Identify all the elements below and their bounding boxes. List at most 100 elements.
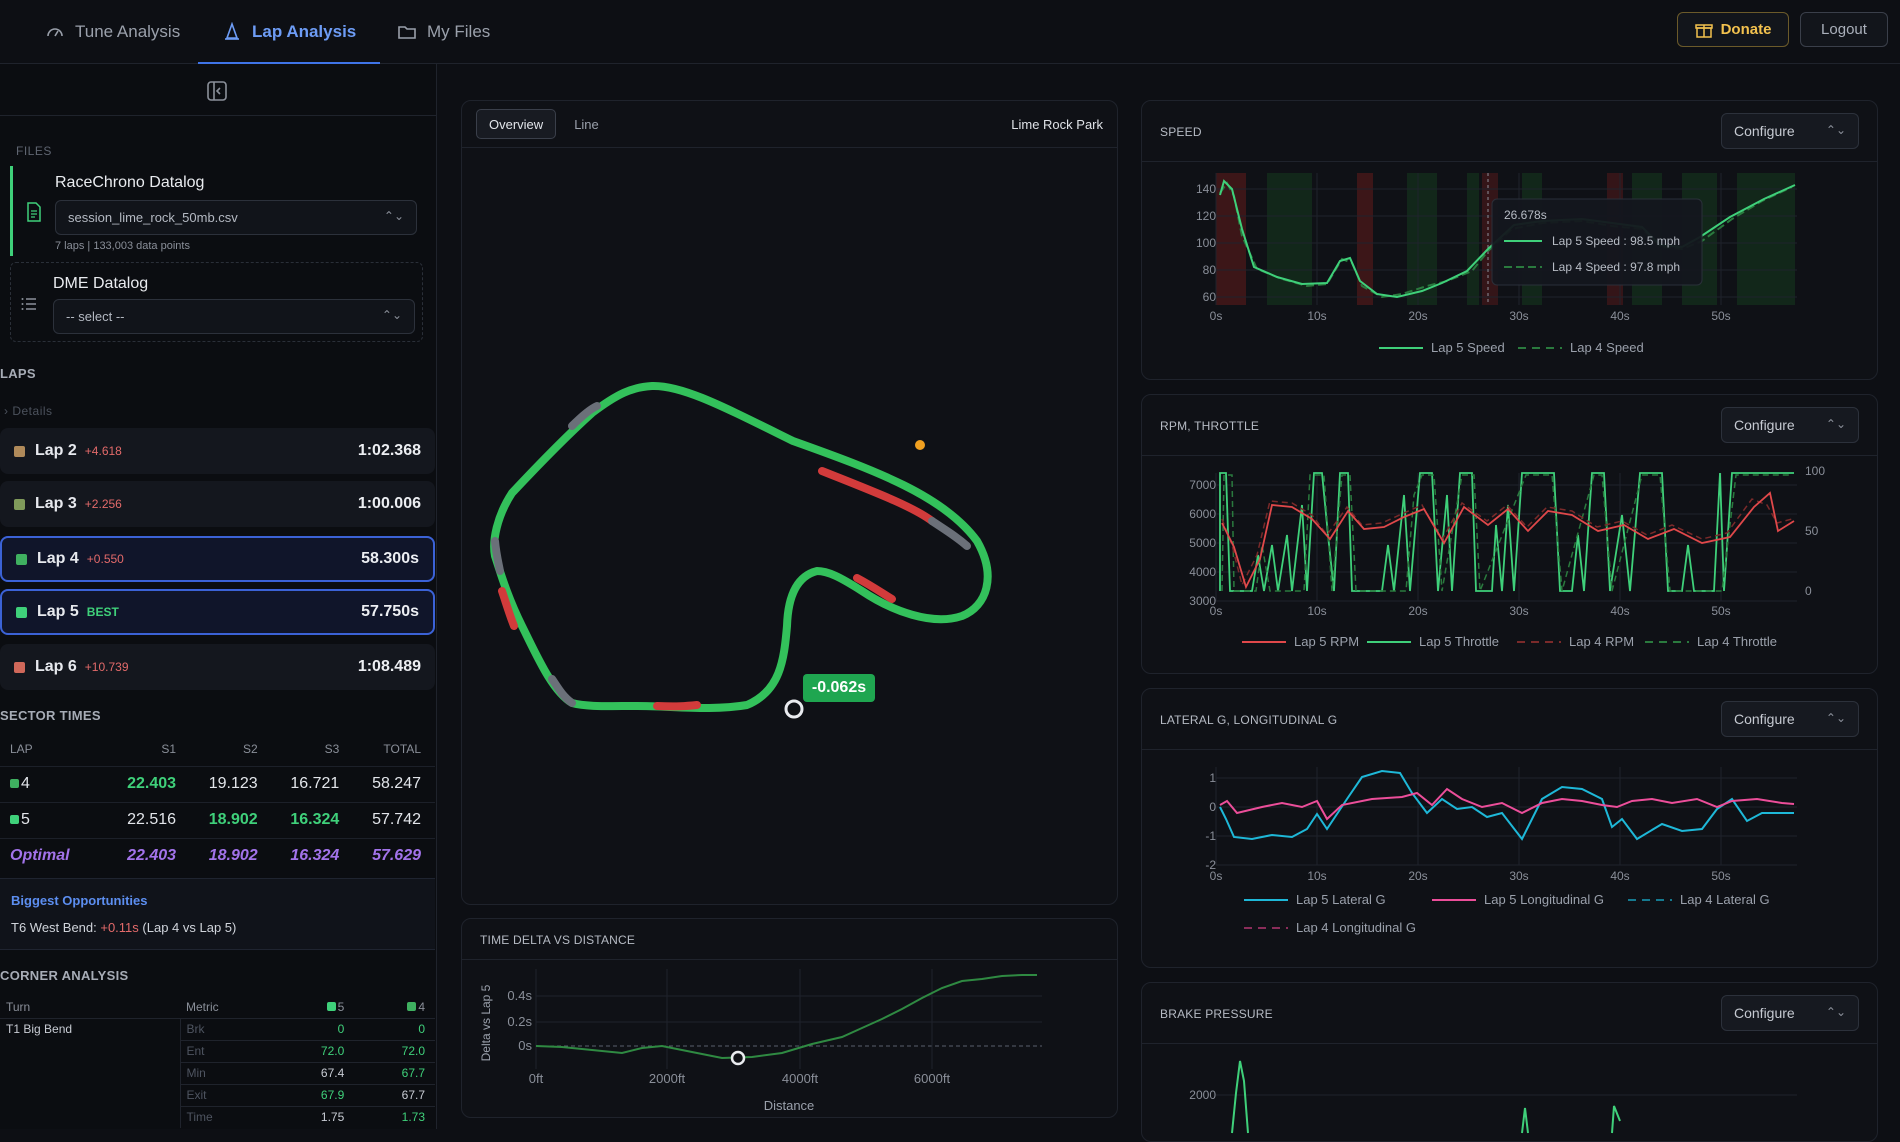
racechrono-file-select[interactable]: session_lime_rock_50mb.csv ⌃⌄ — [55, 200, 417, 235]
speed-configure-select[interactable]: Configure ⌃⌄ — [1721, 113, 1859, 149]
table-row: Time 1.75 1.73 — [0, 1105, 435, 1128]
time-delta-panel: TIME DELTA VS DISTANCE Delta vs Lap 5 0.… — [461, 918, 1118, 1118]
rpm-throttle-chart[interactable]: 7000 6000 5000 4000 3000 100 50 0 0s 10s… — [1142, 395, 1877, 673]
lap-row-5[interactable]: Lap 5 BEST 57.750s — [0, 589, 435, 635]
lap-row-2[interactable]: Lap 2 +4.618 1:02.368 — [0, 428, 435, 474]
y-tick: 1 — [1209, 771, 1216, 785]
files-label: FILES — [16, 144, 52, 158]
panel-title: RPM, THROTTLE — [1160, 419, 1260, 433]
tab-tune-analysis[interactable]: Tune Analysis — [45, 0, 180, 64]
legend-entry: Lap 4 Longitudinal G — [1296, 920, 1416, 935]
x-tick: 6000ft — [914, 1071, 951, 1086]
x-tick: 50s — [1711, 869, 1730, 883]
lap-name: Lap 3 — [35, 495, 77, 512]
delta-chart[interactable]: Delta vs Lap 5 0.4s 0.2s 0s 0ft 2000ft 4… — [462, 919, 1117, 1117]
lap-time: 58.300s — [361, 550, 419, 567]
cell-metric: Time — [179, 1105, 274, 1128]
track-slow-sector — [818, 467, 936, 525]
y-tick: 7000 — [1189, 478, 1216, 492]
track-slow-sector — [653, 701, 701, 711]
lap-row-3[interactable]: Lap 3 +2.256 1:00.006 — [0, 481, 435, 527]
tab-line[interactable]: Line — [574, 116, 599, 132]
chevron-updown-icon: ⌃⌄ — [1825, 123, 1846, 137]
tab-overview[interactable]: Overview — [476, 109, 557, 139]
brake-pressure-chart[interactable]: 2000 — [1142, 983, 1877, 1141]
lap-row-6[interactable]: Lap 6 +10.739 1:08.489 — [0, 644, 435, 690]
selected-file: session_lime_rock_50mb.csv — [68, 210, 238, 225]
chevron-updown-icon: ⌃⌄ — [381, 308, 402, 322]
x-tick: 0s — [1210, 869, 1223, 883]
lap-name: Lap 5 — [37, 603, 79, 620]
tab-my-files[interactable]: My Files — [397, 0, 490, 64]
panel-title: TIME DELTA VS DISTANCE — [480, 933, 636, 947]
track-map-panel: Overview Line Lime Rock Park -0.062s — [461, 100, 1118, 905]
cell-s3: 16.721 — [271, 765, 354, 802]
track-line — [490, 381, 992, 712]
lap-row-4[interactable]: Lap 4 +0.550 58.300s — [0, 536, 435, 582]
cell-metric: Brk — [179, 1017, 274, 1040]
brake-configure-select[interactable]: Configure ⌃⌄ — [1721, 995, 1859, 1031]
top-nav-bar: Tune Analysis Lap Analysis My Files Dona… — [0, 0, 1900, 65]
chevron-updown-icon: ⌃⌄ — [1825, 1005, 1846, 1019]
legend-entry: Lap 5 Speed — [1431, 340, 1505, 355]
lap-color-swatch — [326, 1001, 336, 1011]
chevron-updown-icon: ⌃⌄ — [383, 209, 404, 223]
y-tick: 100 — [1196, 236, 1216, 250]
tooltip-lap5: Lap 5 Speed : 98.5 mph — [1552, 234, 1680, 248]
table-row: Exit 67.9 67.7 — [0, 1083, 435, 1106]
racechrono-card: RaceChrono Datalog session_lime_rock_50m… — [10, 166, 423, 256]
cell-s3: 16.324 — [271, 837, 354, 874]
table-row: Ent 72.0 72.0 — [0, 1039, 435, 1062]
details-toggle[interactable]: › Details — [4, 404, 53, 418]
dme-select[interactable]: -- select -- ⌃⌄ — [53, 299, 415, 334]
speed-chart[interactable]: 140 120 100 80 60 0s 10s 20s 30s 40s 50s… — [1142, 101, 1877, 379]
file-icon — [27, 202, 41, 222]
gauge-icon — [47, 28, 63, 37]
opportunity-compare: (Lap 4 vs Lap 5) — [138, 920, 237, 935]
table-row: T1 Big Bend Brk 0 0 — [0, 1017, 435, 1040]
g-configure-select[interactable]: Configure ⌃⌄ — [1721, 701, 1859, 737]
cell-a: 0 — [273, 1017, 355, 1040]
cell-s3: 16.324 — [271, 801, 354, 838]
g-force-chart[interactable]: 1 0 -1 -2 0s 10s 20s 30s 40s 50s Lap 5 L… — [1142, 689, 1877, 967]
x-tick: 40s — [1610, 869, 1629, 883]
table-row: 4 22.403 19.123 16.721 58.247 — [0, 765, 435, 802]
track-name: Lime Rock Park — [1011, 117, 1103, 132]
x-tick: 30s — [1509, 604, 1528, 618]
y-tick: 5000 — [1189, 536, 1216, 550]
panel-title: LATERAL G, LONGITUDINAL G — [1160, 713, 1338, 727]
legend-entry: Lap 5 Longitudinal G — [1484, 892, 1604, 907]
panel-title: BRAKE PRESSURE — [1160, 1007, 1273, 1021]
lap4-throttle-line — [1221, 474, 1792, 592]
dme-card: DME Datalog -- select -- ⌃⌄ — [10, 262, 423, 342]
collapse-sidebar-icon[interactable] — [206, 80, 228, 102]
rpm-configure-select[interactable]: Configure ⌃⌄ — [1721, 407, 1859, 443]
lap5-longitudinal-g-line — [1219, 787, 1795, 821]
track-slow-sector — [498, 587, 518, 630]
logout-button[interactable]: Logout — [1800, 12, 1888, 47]
legend-entry: Lap 5 Lateral G — [1296, 892, 1386, 907]
x-tick: 50s — [1711, 604, 1730, 618]
y2-tick: 0 — [1805, 584, 1812, 598]
donate-label: Donate — [1720, 21, 1772, 38]
track-map[interactable] — [462, 101, 1117, 904]
lap-color-swatch — [14, 661, 25, 673]
col-turn: Turn — [6, 999, 31, 1014]
donate-button[interactable]: Donate — [1677, 12, 1789, 47]
y-tick: 4000 — [1189, 565, 1216, 579]
corner-analysis-label: CORNER ANALYSIS — [0, 968, 129, 983]
delta-series-line — [535, 974, 1037, 1060]
lap-name: Lap 2 — [35, 442, 77, 459]
y-tick: -2 — [1205, 858, 1216, 872]
rpm-throttle-panel: RPM, THROTTLE Configure ⌃⌄ 7000 6000 5000… — [1141, 394, 1878, 674]
gift-icon — [1694, 23, 1713, 38]
opportunity-item: T6 West Bend: +0.11s (Lap 4 vs Lap 5) — [11, 920, 424, 935]
tab-lap-analysis[interactable]: Lap Analysis — [197, 0, 381, 65]
x-tick: 40s — [1610, 309, 1629, 323]
tab-label: Lap Analysis — [252, 22, 357, 41]
cell-b: 1.73 — [354, 1105, 435, 1128]
y-tick: 0 — [1209, 800, 1216, 814]
x-tick: 30s — [1509, 309, 1528, 323]
details-label: Details — [12, 404, 53, 418]
lap5-lateral-g-line — [1219, 769, 1794, 841]
